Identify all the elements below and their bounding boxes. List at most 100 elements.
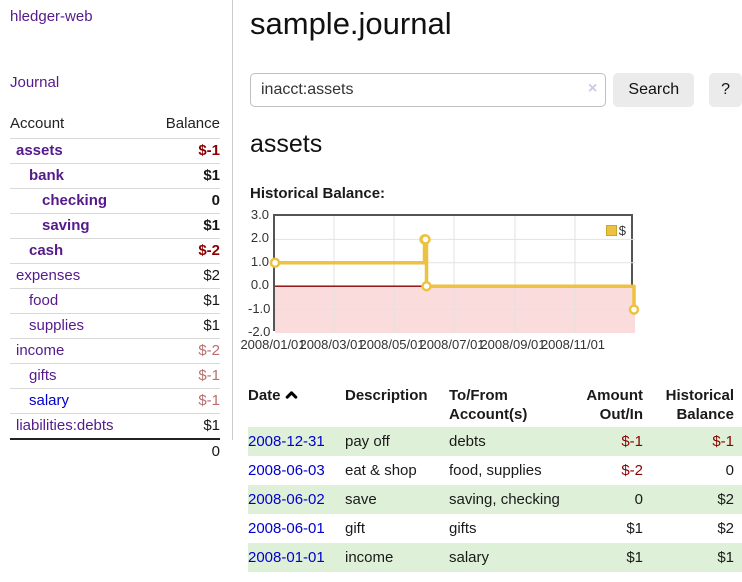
account-column-header: Account <box>10 115 65 132</box>
register-row: 2008-06-02 save saving, checking 0 $2 <box>248 485 742 514</box>
total-label <box>10 438 152 464</box>
transaction-description: save <box>345 491 377 508</box>
sidebar-account-row: salary $-1 <box>10 388 220 414</box>
search-input[interactable] <box>250 73 607 107</box>
register-row: 2008-06-03 eat & shop food, supplies $-2 0 <box>248 456 742 485</box>
transaction-date-link[interactable]: 2008-06-03 <box>248 462 325 479</box>
account-balance: $-2 <box>151 238 220 264</box>
x-axis-tick-label: 2008/07/01 <box>419 337 485 352</box>
sidebar-account-row: supplies $1 <box>10 313 220 339</box>
date-column-header[interactable]: Date <box>248 383 345 427</box>
transaction-description: income <box>345 549 394 566</box>
sidebar-account-row: cash $-2 <box>10 238 220 264</box>
transaction-date-link[interactable]: 2008-06-02 <box>248 491 325 508</box>
search-button[interactable]: Search <box>613 73 695 107</box>
account-balance: $1 <box>151 313 220 339</box>
description-column-header: Description <box>345 387 428 404</box>
sidebar-account-row: food $1 <box>10 288 220 314</box>
page-title: sample.journal <box>250 6 452 41</box>
chart-plot-area: $ <box>269 214 640 333</box>
transaction-description: gift <box>345 520 366 537</box>
y-axis-tick-label: -1.0 <box>248 300 271 316</box>
account-link[interactable]: income <box>16 342 65 359</box>
balance-chart: $ 3.0 2.0 1.0 0.0 -1.0 -2.0 2008/01/01 2008/03… <box>240 207 742 362</box>
account-balance: $2 <box>151 263 220 289</box>
sidebar-account-row: income $-2 <box>10 338 220 364</box>
chart-title: Historical Balance: <box>250 185 386 202</box>
sidebar-account-row: assets $-1 <box>10 138 220 164</box>
brand-link[interactable]: hledger-web <box>10 8 93 25</box>
transaction-amount: $1 <box>626 549 643 566</box>
account-balance: $1 <box>151 213 220 239</box>
tofrom-column-header: To/From Account(s) <box>449 387 528 423</box>
account-balance: $1 <box>151 288 220 314</box>
account-link[interactable]: salary <box>29 392 70 409</box>
x-axis-tick-label: 2008/09/01 <box>480 337 546 352</box>
account-balance: $1 <box>151 413 220 439</box>
x-axis-tick-label: 2008/05/01 <box>359 337 425 352</box>
x-axis-tick-label: 2008/11/01 <box>540 337 606 352</box>
x-axis-tick-label: 2008/01/01 <box>240 337 306 352</box>
main-content: sample.journal × Search ? assets Histori… <box>240 0 742 572</box>
register-row: 2008-06-01 gift gifts $1 $2 <box>248 514 742 543</box>
transaction-amount: $-1 <box>621 433 643 450</box>
account-heading: assets <box>250 130 323 158</box>
account-balance: $1 <box>151 163 220 189</box>
legend-swatch-icon <box>605 225 617 236</box>
chart-svg <box>269 216 640 333</box>
balance-column-header-register: Historical Balance <box>665 387 734 423</box>
clear-search-icon[interactable]: × <box>588 80 598 97</box>
sidebar-accounts-table: Account Balance assets $-1 bank $1 checking 0… <box>10 112 220 464</box>
account-link[interactable]: cash <box>29 242 64 259</box>
account-link[interactable]: expenses <box>16 267 81 284</box>
search-form: × Search ? <box>250 73 742 107</box>
transaction-date-link[interactable]: 2008-12-31 <box>248 433 325 450</box>
balance-column-header: Balance <box>165 115 220 132</box>
account-balance: $-1 <box>151 138 220 164</box>
sidebar-account-row: gifts $-1 <box>10 363 220 389</box>
sort-ascending-icon <box>285 386 298 405</box>
transaction-accounts: debts <box>449 433 486 450</box>
y-axis-tick-label: -2.0 <box>248 324 271 339</box>
account-balance: 0 <box>151 188 220 214</box>
sidebar-total-row: 0 <box>10 438 220 464</box>
sidebar-account-row: checking 0 <box>10 188 220 214</box>
account-link[interactable]: gifts <box>29 367 57 384</box>
transaction-amount: $1 <box>626 520 643 537</box>
transaction-balance: $2 <box>717 520 734 537</box>
legend-label: $ <box>618 223 626 238</box>
account-link[interactable]: liabilities:debts <box>16 417 114 434</box>
account-link[interactable]: supplies <box>29 317 85 334</box>
transaction-balance: 0 <box>725 462 734 479</box>
account-link[interactable]: bank <box>29 167 65 184</box>
transaction-date-link[interactable]: 2008-06-01 <box>248 520 325 537</box>
transaction-balance: $-1 <box>712 433 734 450</box>
x-axis-tick-label: 2008/03/01 <box>299 337 365 352</box>
sidebar: hledger-web Journal Account Balance asse… <box>0 0 233 464</box>
account-link[interactable]: food <box>29 292 59 309</box>
transaction-date-link[interactable]: 2008-01-01 <box>248 549 325 566</box>
account-balance: $-1 <box>151 388 220 414</box>
amount-column-header: Amount Out/In <box>586 387 643 423</box>
transaction-amount: 0 <box>634 491 643 508</box>
register-table: Date Description To/From Account(s) Amou… <box>248 383 742 572</box>
transaction-balance: $1 <box>717 549 734 566</box>
transaction-description: eat & shop <box>345 462 417 479</box>
account-balance: $-1 <box>151 363 220 389</box>
account-link[interactable]: saving <box>42 217 90 234</box>
account-balance: $-2 <box>151 338 220 364</box>
transaction-accounts: salary <box>449 549 490 566</box>
y-axis-tick-label: 0.0 <box>250 277 269 293</box>
transaction-description: pay off <box>345 433 390 450</box>
sidebar-account-row: expenses $2 <box>10 263 220 289</box>
register-body: 2008-12-31 pay off debts $-1 $-1 2008-06-03 ea… <box>248 427 742 572</box>
sidebar-item-journal[interactable]: Journal <box>10 74 60 91</box>
transaction-balance: $2 <box>717 491 734 508</box>
chart-legend: $ <box>605 223 626 238</box>
account-link[interactable]: assets <box>16 142 63 159</box>
help-button[interactable]: ? <box>709 73 742 107</box>
y-axis-tick-label: 3.0 <box>250 207 269 222</box>
total-balance: 0 <box>151 438 220 464</box>
account-link[interactable]: checking <box>42 192 108 209</box>
transaction-accounts: gifts <box>449 520 477 537</box>
